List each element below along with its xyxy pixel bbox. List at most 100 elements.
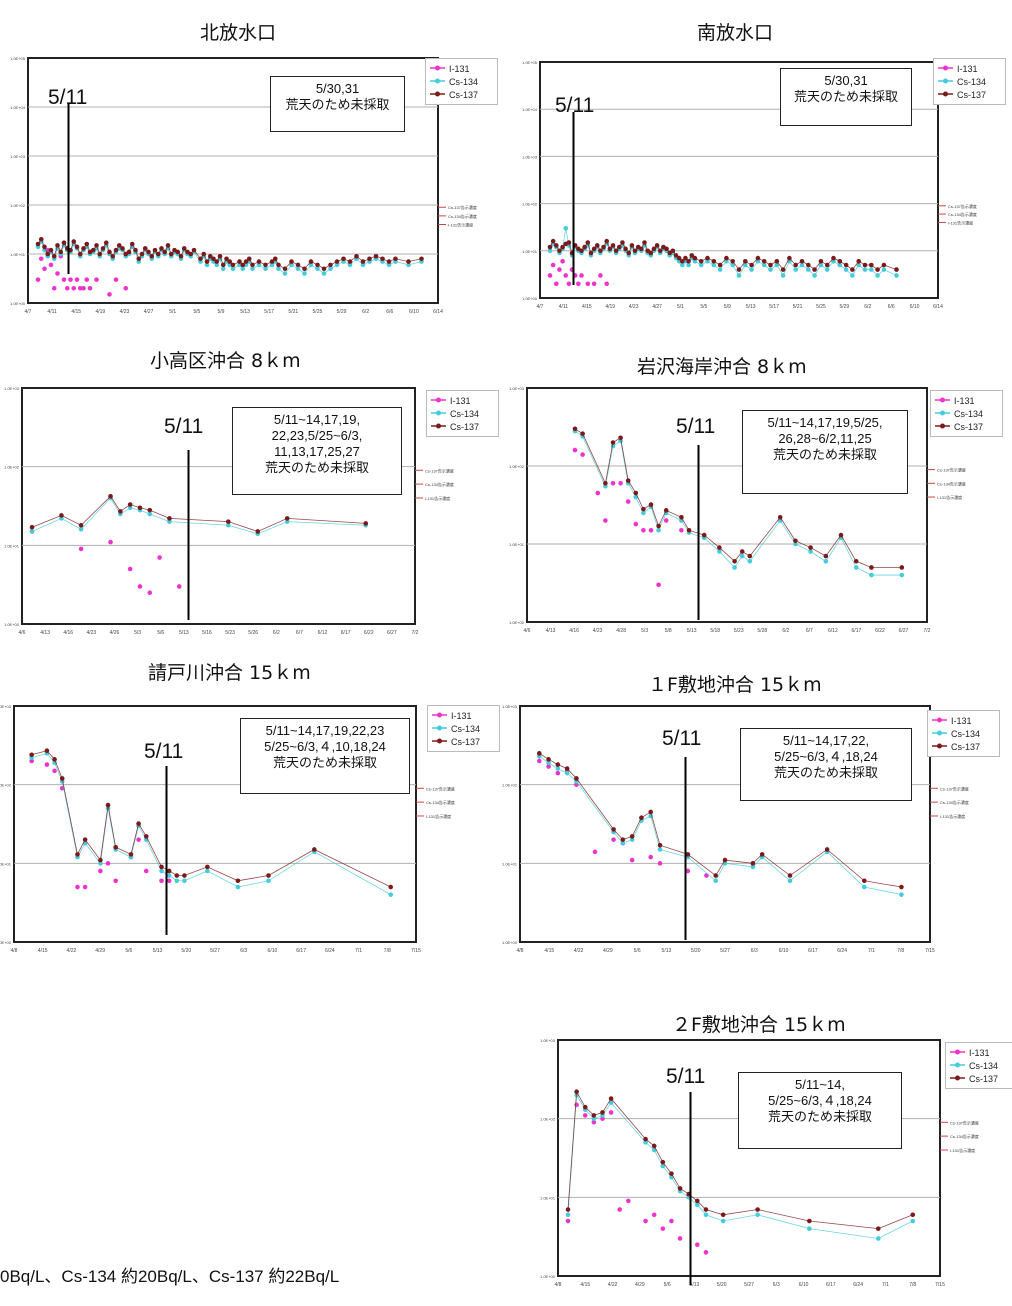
data-point (788, 873, 793, 878)
chart-title: 北放水口 (200, 18, 276, 45)
data-point (563, 226, 568, 231)
data-point (388, 885, 393, 890)
x-tick-label: 5/27 (210, 948, 220, 954)
data-point (793, 263, 798, 268)
data-point (78, 252, 83, 257)
x-tick-label: 5/16 (202, 630, 212, 636)
data-point (737, 273, 742, 278)
data-point (718, 263, 723, 268)
data-point (863, 263, 868, 268)
data-point (717, 545, 722, 550)
y-tick-label: 1.0E+02 (10, 203, 26, 208)
data-point (138, 584, 143, 589)
x-tick-label: 4/8 (555, 1282, 562, 1288)
data-point (45, 252, 50, 257)
data-point (83, 837, 88, 842)
data-point (781, 273, 786, 278)
data-point (737, 267, 742, 272)
data-point (724, 256, 729, 261)
y-tick-label: 1.0E+03 (0, 704, 12, 709)
x-tick-label: 5/13 (179, 630, 189, 636)
marker-label: 5/11 (164, 415, 203, 439)
data-point (81, 286, 86, 291)
data-point (695, 1242, 700, 1247)
data-point (652, 247, 657, 252)
data-point (704, 1207, 709, 1212)
x-tick-label: 6/7 (806, 628, 813, 634)
data-point (609, 1110, 614, 1115)
data-point (79, 547, 84, 552)
x-tick-label: 4/29 (635, 1282, 645, 1288)
note-box: 5/11~14,17,19, 22,23,5/25~6/3, 11,13,17,… (232, 407, 402, 495)
data-point (603, 481, 608, 486)
reference-label: Cs-137告示濃度 (950, 1119, 979, 1125)
data-point (583, 1113, 588, 1118)
x-tick-label: 6/3 (240, 948, 247, 954)
x-tick-label: 5/9 (217, 309, 224, 315)
data-point (123, 286, 128, 291)
data-point (730, 259, 735, 264)
data-point (380, 256, 385, 261)
data-point (807, 1219, 812, 1224)
data-point (900, 573, 905, 578)
data-point (75, 277, 80, 282)
data-point (586, 240, 591, 245)
data-point (130, 242, 135, 247)
data-point (838, 259, 843, 264)
data-point (614, 249, 619, 254)
x-tick-label: 4/6 (19, 630, 26, 636)
data-point (862, 885, 867, 890)
x-tick-label: 5/21 (288, 309, 298, 315)
data-point (643, 1219, 648, 1224)
x-tick-label: 6/27 (899, 628, 909, 634)
reference-label: Cs-137告示濃度 (937, 467, 966, 473)
data-point (748, 559, 753, 564)
reference-label: Cs-137告示濃度 (426, 785, 455, 791)
x-tick-label: 6/10 (910, 304, 920, 310)
data-point (113, 845, 118, 850)
x-tick-label: 4/6 (524, 628, 531, 634)
data-point (567, 240, 572, 245)
y-tick-label: 1.0E+02 (4, 465, 20, 470)
x-tick-label: 4/27 (652, 304, 662, 310)
data-point (98, 858, 103, 863)
y-tick-label: 1.0E+01 (4, 543, 20, 548)
x-tick-label: 4/15 (544, 948, 554, 954)
data-point (755, 1207, 760, 1212)
data-point (580, 452, 585, 457)
reference-label: Cs-137告示濃度 (425, 467, 454, 473)
data-point (556, 762, 561, 767)
legend-marker (943, 92, 948, 97)
data-point (669, 1171, 674, 1176)
data-point (75, 245, 80, 250)
x-tick-label: 7/8 (909, 1282, 916, 1288)
x-tick-label: 5/9 (724, 304, 731, 310)
legend-marker (955, 1076, 960, 1081)
data-point (812, 273, 817, 278)
reference-label: I-131告示濃度 (448, 221, 473, 227)
data-point (664, 247, 669, 252)
data-point (548, 273, 553, 278)
data-point (639, 815, 644, 820)
data-point (149, 254, 154, 259)
y-tick-label: 1.0E+03 (10, 154, 26, 159)
data-point (641, 507, 646, 512)
marker-line (684, 757, 688, 940)
data-point (626, 1199, 631, 1204)
reference-label: Cs-137告示濃度 (940, 785, 969, 791)
x-tick-label: 5/17 (264, 309, 274, 315)
reference-label: Cs-137告示濃度 (448, 204, 477, 210)
data-point (236, 878, 241, 883)
x-tick-label: 6/14 (933, 304, 943, 310)
data-point (825, 267, 830, 272)
x-tick-label: 7/1 (868, 948, 875, 954)
data-point (593, 850, 598, 855)
data-point (748, 554, 753, 559)
data-point (75, 852, 80, 857)
data-point (787, 256, 792, 261)
data-point (192, 248, 197, 253)
data-point (68, 277, 73, 282)
data-point (574, 1103, 579, 1108)
x-tick-label: 6/7 (296, 630, 303, 636)
